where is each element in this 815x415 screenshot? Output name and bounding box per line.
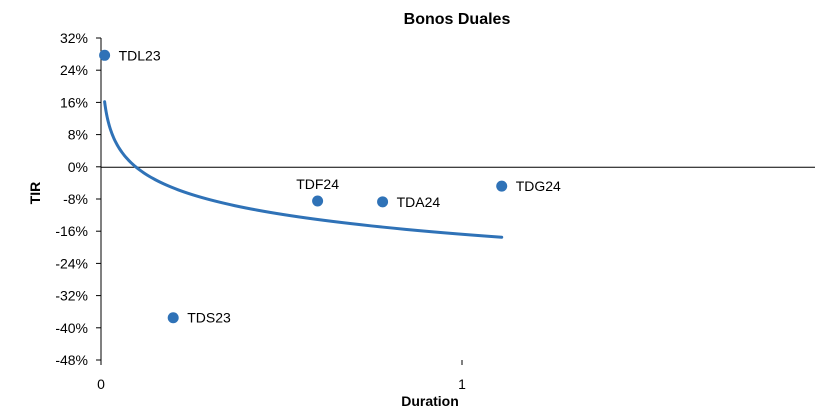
data-label-tds23: TDS23 xyxy=(187,310,231,326)
trendline-layer xyxy=(103,100,504,239)
chart-title: Bonos Duales xyxy=(404,11,511,28)
y-tick-label: 32% xyxy=(60,30,88,46)
x-tick-label: 1 xyxy=(458,376,466,392)
data-point-tdg24 xyxy=(496,180,508,192)
y-tick-label: -8% xyxy=(63,191,88,207)
y-tick-label: 24% xyxy=(60,62,88,78)
data-label-tdg24: TDG24 xyxy=(516,178,561,194)
data-point-tdf24 xyxy=(312,195,324,207)
data-point-tdl23 xyxy=(99,49,111,61)
x-tick-label: 0 xyxy=(97,376,105,392)
data-point-tds23 xyxy=(167,312,179,324)
data-label-tdf24: TDF24 xyxy=(296,176,339,192)
y-tick-label: 0% xyxy=(68,159,88,175)
points-layer: TDL23 TDS23 TDF24 TDA24 TDG24 xyxy=(99,47,561,326)
y-tick-label: 16% xyxy=(60,94,88,110)
y-tick-label: -16% xyxy=(55,223,88,239)
x-axis-title: Duration xyxy=(401,393,459,409)
y-tick-label: -24% xyxy=(55,255,88,271)
y-tick-label: 8% xyxy=(68,127,88,143)
data-point-tda24 xyxy=(377,196,389,208)
y-tick-label: -48% xyxy=(55,352,88,368)
data-label-tda24: TDA24 xyxy=(397,194,441,210)
y-axis-ticks: 32% 24% 16% 8% 0% -8% -16% -24% -32% -40% -48% xyxy=(55,30,101,368)
y-tick-label: -40% xyxy=(55,320,88,336)
data-label-tdl23: TDL23 xyxy=(119,47,161,63)
y-tick-label: -32% xyxy=(55,288,88,304)
y-axis-title: TIR xyxy=(27,182,43,205)
trendline xyxy=(103,100,504,239)
